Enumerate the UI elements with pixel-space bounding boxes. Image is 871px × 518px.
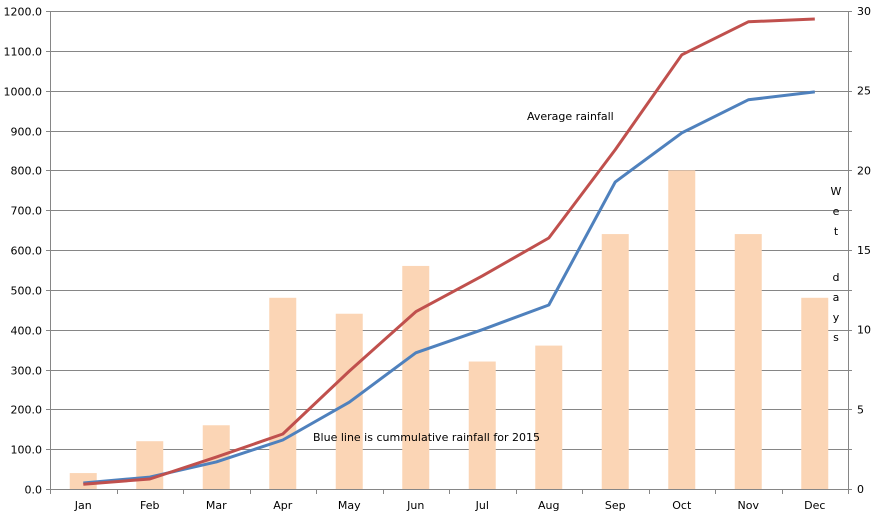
- y-tick-label: 600.0: [11, 245, 43, 258]
- y2-tick-label: 25: [857, 85, 871, 98]
- x-tick-label: Jan: [74, 499, 92, 512]
- bar-nov: [734, 234, 762, 489]
- y-tick-label: 0.0: [25, 484, 43, 497]
- bar-oct: [668, 170, 696, 490]
- y-tick-label: 200.0: [11, 404, 43, 417]
- y-tick-label: 900.0: [11, 126, 43, 139]
- y2-label-letter: e: [833, 205, 840, 218]
- y2-tick-label: 5: [857, 403, 864, 416]
- y-tick-label: 1200.0: [4, 6, 43, 19]
- x-tick-label: Feb: [140, 499, 159, 512]
- x-tick-label: Oct: [672, 499, 692, 512]
- y-tick-label: 300.0: [11, 365, 43, 378]
- y-tick-label: 500.0: [11, 285, 43, 298]
- y2-label-letter: y: [833, 311, 840, 324]
- rainfall-lines: [83, 17, 815, 486]
- annotation-average-rainfall: Average rainfall: [527, 110, 614, 123]
- y2-tick-label: 15: [857, 244, 871, 257]
- x-tick-label: Mar: [206, 499, 227, 512]
- bar-aug: [535, 345, 563, 489]
- x-tick-label: Dec: [804, 499, 825, 512]
- blue-line-2015: [83, 90, 815, 485]
- x-tick-label: Jun: [406, 499, 424, 512]
- y-tick-label: 800.0: [11, 165, 43, 178]
- y-tick-label: 1100.0: [4, 46, 43, 59]
- x-tick-label: Aug: [538, 499, 559, 512]
- gridlines: [46, 11, 852, 490]
- y2-tick-label: 30: [857, 5, 871, 18]
- bar-sep: [601, 234, 629, 489]
- bar-apr: [269, 297, 297, 489]
- bar-jun: [402, 265, 430, 489]
- y2-label-letter: W: [831, 185, 842, 198]
- y2-label-letter: t: [834, 225, 839, 238]
- y-tick-label: 1000.0: [4, 86, 43, 99]
- y2-tick-label: 0: [857, 483, 864, 496]
- y2-tick-label: 10: [857, 324, 871, 337]
- y2-label-letter: d: [833, 271, 840, 284]
- x-tick-label: Jul: [475, 499, 489, 512]
- red-line-average: [83, 17, 815, 486]
- y2-label-letter: s: [833, 331, 839, 344]
- y-tick-label: 100.0: [11, 444, 43, 457]
- y-tick-label: 400.0: [11, 325, 43, 338]
- y2-tick-label: 20: [857, 164, 871, 177]
- y2-label-letter: a: [833, 291, 840, 304]
- x-tick-label: Apr: [273, 499, 293, 512]
- bar-dec: [801, 297, 829, 489]
- y-tick-label: 700.0: [11, 205, 43, 218]
- bar-feb: [136, 441, 164, 489]
- axes: 0.0 100.0 200.0 300.0 400.0 500.0 600.0 700.0 80…: [4, 5, 871, 512]
- wet-days-bars: [69, 170, 829, 490]
- x-tick-label: Nov: [738, 499, 760, 512]
- annotation-blue-line: Blue line is cummulative rainfall for 20…: [313, 431, 540, 444]
- bar-jul: [468, 361, 496, 489]
- x-tick-label: May: [338, 499, 361, 512]
- x-tick-label: Sep: [605, 499, 626, 512]
